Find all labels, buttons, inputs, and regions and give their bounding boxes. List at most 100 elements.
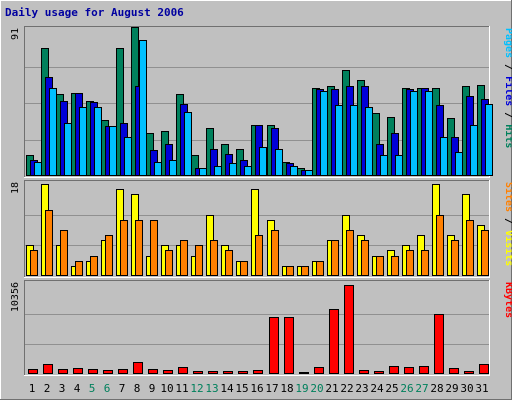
bar-kbytes-day-11 bbox=[178, 367, 188, 374]
panel-legend: Pages / Files / Hits bbox=[503, 28, 512, 148]
bar-kbytes-day-24 bbox=[374, 371, 384, 374]
x-tick-day-12: 12 bbox=[190, 382, 203, 395]
bar-pages-day-31 bbox=[485, 104, 493, 176]
bar-kbytes-day-31 bbox=[479, 364, 489, 374]
bar-sites-day-27 bbox=[421, 250, 429, 276]
x-tick-day-13: 13 bbox=[205, 382, 218, 395]
bar-sites-day-16 bbox=[255, 235, 263, 276]
bar-sites-day-7 bbox=[120, 220, 128, 276]
bar-pages-day-12 bbox=[199, 168, 207, 176]
bar-sites-day-2 bbox=[45, 210, 53, 276]
x-tick-day-30: 30 bbox=[460, 382, 473, 395]
legend-separator: / bbox=[503, 106, 512, 124]
bar-sites-day-28 bbox=[436, 215, 444, 276]
bar-pages-day-4 bbox=[79, 107, 87, 176]
bar-kbytes-day-1 bbox=[28, 369, 38, 374]
bar-sites-day-1 bbox=[30, 250, 38, 276]
x-tick-day-24: 24 bbox=[370, 382, 384, 395]
legend-kbytes: KBytes bbox=[503, 282, 512, 318]
bar-kbytes-day-2 bbox=[43, 364, 53, 374]
bar-pages-day-19 bbox=[305, 170, 313, 176]
bar-sites-day-12 bbox=[195, 245, 203, 276]
panel-legend: Sites / Visits bbox=[503, 182, 512, 266]
bar-sites-day-25 bbox=[391, 256, 399, 276]
bar-pages-day-21 bbox=[335, 105, 343, 176]
bar-sites-day-23 bbox=[361, 240, 369, 276]
bar-kbytes-day-19 bbox=[299, 372, 309, 374]
bar-kbytes-day-8 bbox=[133, 362, 143, 374]
bar-kbytes-day-16 bbox=[253, 370, 263, 374]
bar-pages-day-28 bbox=[440, 137, 448, 176]
panel-frame bbox=[24, 280, 490, 376]
bar-kbytes-day-3 bbox=[58, 369, 68, 374]
x-tick-day-26: 26 bbox=[400, 382, 413, 395]
bar-kbytes-day-10 bbox=[163, 370, 173, 374]
panel-legend: KBytes bbox=[503, 282, 512, 318]
bar-pages-day-8 bbox=[139, 40, 147, 176]
bar-sites-day-29 bbox=[451, 240, 459, 276]
bar-sites-day-10 bbox=[165, 250, 173, 276]
legend-pages: Pages bbox=[503, 28, 512, 58]
bar-pages-day-6 bbox=[109, 126, 117, 176]
x-tick-day-10: 10 bbox=[160, 382, 173, 395]
y-max-label: 18 bbox=[10, 182, 21, 194]
bar-kbytes-day-21 bbox=[329, 309, 339, 374]
bar-sites-day-5 bbox=[90, 256, 98, 276]
panel-visits-sites: 18 Sites / Visits bbox=[10, 180, 512, 278]
bar-kbytes-day-14 bbox=[223, 371, 233, 374]
bar-kbytes-day-7 bbox=[118, 369, 128, 374]
x-tick-day-23: 23 bbox=[355, 382, 368, 395]
bar-sites-day-4 bbox=[75, 261, 83, 276]
x-tick-day-14: 14 bbox=[220, 382, 234, 395]
bar-sites-day-22 bbox=[346, 230, 354, 276]
x-tick-day-8: 8 bbox=[134, 382, 141, 395]
bar-pages-day-10 bbox=[169, 160, 177, 176]
bar-pages-day-25 bbox=[395, 155, 403, 176]
x-tick-day-5: 5 bbox=[89, 382, 96, 395]
legend-visits: Visits bbox=[503, 230, 512, 266]
x-tick-day-17: 17 bbox=[265, 382, 278, 395]
panel-hits-files-pages: 91 Pages / Files / Hits bbox=[10, 26, 512, 178]
bar-pages-day-17 bbox=[275, 149, 283, 176]
bar-pages-day-20 bbox=[320, 91, 328, 176]
bar-sites-day-17 bbox=[271, 230, 279, 276]
bar-sites-day-21 bbox=[331, 240, 339, 276]
bar-sites-day-8 bbox=[135, 220, 143, 276]
bar-pages-day-30 bbox=[470, 125, 478, 176]
bar-pages-day-3 bbox=[64, 123, 72, 176]
bar-sites-day-13 bbox=[210, 240, 218, 276]
x-tick-day-22: 22 bbox=[340, 382, 353, 395]
bar-sites-day-31 bbox=[481, 230, 489, 276]
bar-pages-day-5 bbox=[94, 107, 102, 176]
bar-pages-day-22 bbox=[350, 105, 358, 176]
bar-pages-day-1 bbox=[34, 162, 42, 176]
x-tick-day-18: 18 bbox=[280, 382, 293, 395]
bar-kbytes-day-20 bbox=[314, 367, 324, 374]
bar-sites-day-19 bbox=[301, 266, 309, 276]
bar-sites-day-14 bbox=[225, 250, 233, 276]
bar-kbytes-day-17 bbox=[269, 317, 279, 374]
bar-pages-day-23 bbox=[365, 107, 373, 176]
x-tick-day-7: 7 bbox=[119, 382, 126, 395]
bar-pages-day-16 bbox=[259, 147, 267, 176]
bar-pages-day-26 bbox=[410, 91, 418, 176]
bar-pages-day-29 bbox=[455, 152, 463, 176]
x-tick-day-29: 29 bbox=[445, 382, 458, 395]
legend-separator: / bbox=[503, 58, 512, 76]
bar-sites-day-6 bbox=[105, 235, 113, 276]
legend-files: Files bbox=[503, 76, 512, 106]
bar-kbytes-day-4 bbox=[73, 368, 83, 374]
bar-sites-day-9 bbox=[150, 220, 158, 276]
bar-sites-day-15 bbox=[240, 261, 248, 276]
bar-kbytes-day-23 bbox=[359, 370, 369, 374]
bar-pages-day-15 bbox=[244, 166, 252, 176]
bar-pages-day-2 bbox=[49, 88, 57, 176]
bar-sites-day-26 bbox=[406, 250, 414, 276]
bar-pages-day-27 bbox=[425, 91, 433, 176]
x-tick-day-27: 27 bbox=[415, 382, 428, 395]
x-tick-day-25: 25 bbox=[385, 382, 398, 395]
x-tick-day-3: 3 bbox=[59, 382, 66, 395]
x-tick-day-11: 11 bbox=[175, 382, 188, 395]
x-tick-day-31: 31 bbox=[475, 382, 488, 395]
